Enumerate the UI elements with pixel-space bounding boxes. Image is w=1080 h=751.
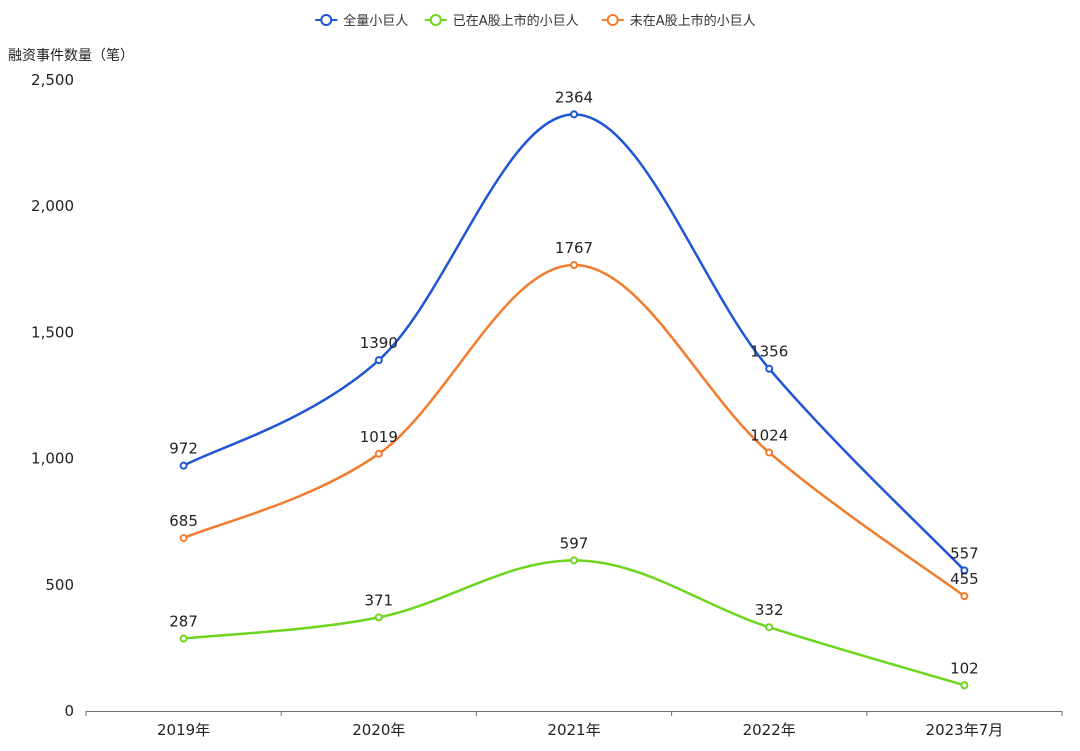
legend-item[interactable]: 已在A股上市的小巨人 <box>424 13 579 29</box>
data-point[interactable] <box>570 110 578 119</box>
y-axis-label: 融资事件数量（笔） <box>8 48 134 64</box>
legend: 全量小巨人 已在A股上市的小巨人 未在A股上市的小巨人 <box>315 13 756 29</box>
x-tick-label: 2019年 <box>157 721 210 739</box>
x-tick-label: 2021年 <box>547 721 600 739</box>
data-label: 2364 <box>555 88 593 106</box>
legend-item[interactable]: 未在A股上市的小巨人 <box>601 13 756 29</box>
data-point[interactable] <box>570 556 578 565</box>
x-tick-label: 2022年 <box>743 721 796 739</box>
y-tick-label: 2,500 <box>31 71 74 89</box>
data-point[interactable] <box>374 449 383 458</box>
data-label: 972 <box>169 440 198 458</box>
data-labels: 972 1390 2364 1356 557 287 371 597 332 102 685 1019… <box>169 88 978 677</box>
legend-label: 已在A股上市的小巨人 <box>453 13 579 29</box>
data-point[interactable] <box>960 566 969 575</box>
y-tick-label: 0 <box>64 702 74 720</box>
legend-marker <box>429 14 442 26</box>
legend-marker <box>320 14 333 26</box>
data-label: 371 <box>364 591 393 609</box>
data-label: 1390 <box>360 334 398 352</box>
x-tick-label: 2023年7月 <box>926 721 1004 739</box>
data-label: 557 <box>950 544 979 562</box>
series-line <box>183 559 965 687</box>
series-line <box>183 113 966 572</box>
data-point[interactable] <box>765 364 774 373</box>
data-point[interactable] <box>179 461 188 470</box>
data-point[interactable] <box>960 681 969 690</box>
x-tick-label: 2020年 <box>352 721 405 739</box>
series-layer <box>179 110 969 690</box>
data-point[interactable] <box>179 534 188 543</box>
legend-label: 全量小巨人 <box>343 13 408 29</box>
y-tick-label: 2,000 <box>31 197 74 215</box>
data-point[interactable] <box>374 356 383 365</box>
data-label: 597 <box>560 534 589 552</box>
data-point[interactable] <box>570 261 578 270</box>
data-point[interactable] <box>374 613 383 622</box>
data-label: 455 <box>950 570 979 588</box>
legend-marker <box>606 14 619 26</box>
data-point[interactable] <box>179 634 188 643</box>
data-point[interactable] <box>765 623 774 632</box>
data-point[interactable] <box>960 592 969 601</box>
data-label: 287 <box>169 613 198 631</box>
legend-item[interactable]: 全量小巨人 <box>315 13 408 29</box>
data-label: 1767 <box>555 239 593 257</box>
data-label: 1356 <box>750 343 788 361</box>
data-label: 685 <box>169 512 198 530</box>
y-axis: 0 500 1,000 1,500 2,000 2,500 <box>31 71 74 720</box>
y-tick-label: 1,500 <box>31 323 74 341</box>
data-label: 1024 <box>750 427 788 445</box>
legend-label: 未在A股上市的小巨人 <box>630 13 756 29</box>
data-label: 1019 <box>360 428 398 446</box>
data-point[interactable] <box>765 448 774 457</box>
y-tick-label: 500 <box>45 576 74 594</box>
x-axis: 2019年 2020年 2021年 2022年 2023年7月 <box>85 711 1063 739</box>
data-label: 332 <box>755 601 784 619</box>
data-label: 102 <box>950 659 979 677</box>
y-tick-label: 1,000 <box>31 450 74 468</box>
